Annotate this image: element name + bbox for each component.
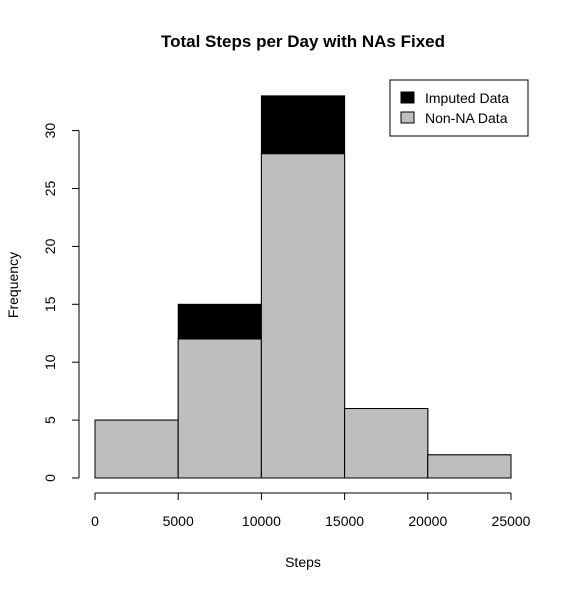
legend-swatch (400, 91, 415, 104)
x-axis: 0 5000 10000 15000 20000 25000 (91, 492, 531, 529)
x-tick-label: 10000 (242, 513, 281, 529)
y-tick-label: 10 (42, 354, 58, 370)
x-tick-label: 20000 (408, 513, 447, 529)
legend-box (389, 79, 529, 137)
x-tick-label: 5000 (163, 513, 194, 529)
legend-label: Imputed Data (425, 90, 509, 106)
y-axis: 0 5 10 15 20 25 30 (42, 123, 80, 482)
y-tick-label: 5 (42, 416, 58, 424)
y-tick-label: 30 (42, 123, 58, 139)
bar-non-na-15000-20000 (344, 408, 429, 479)
legend-label: Non-NA Data (425, 110, 508, 126)
bar-non-na-10000-15000 (260, 153, 346, 479)
legend: Imputed Data Non-NA Data (389, 79, 529, 137)
y-tick-label: 20 (42, 238, 58, 254)
y-tick-label: 0 (42, 474, 58, 482)
x-tick-label: 0 (91, 513, 99, 529)
legend-swatch (400, 111, 415, 124)
bar-non-na-0-5000 (94, 419, 179, 479)
bar-non-na-5000-10000 (177, 338, 262, 479)
y-axis-label: Frequency (5, 252, 21, 318)
bars-group (94, 95, 512, 479)
x-tick-label: 25000 (492, 513, 531, 529)
y-tick-label: 25 (42, 181, 58, 197)
x-tick-label: 15000 (325, 513, 364, 529)
chart-title: Total Steps per Day with NAs Fixed (161, 32, 445, 51)
x-axis-label: Steps (285, 554, 321, 570)
bar-non-na-20000-25000 (427, 454, 512, 479)
y-tick-label: 15 (42, 296, 58, 312)
